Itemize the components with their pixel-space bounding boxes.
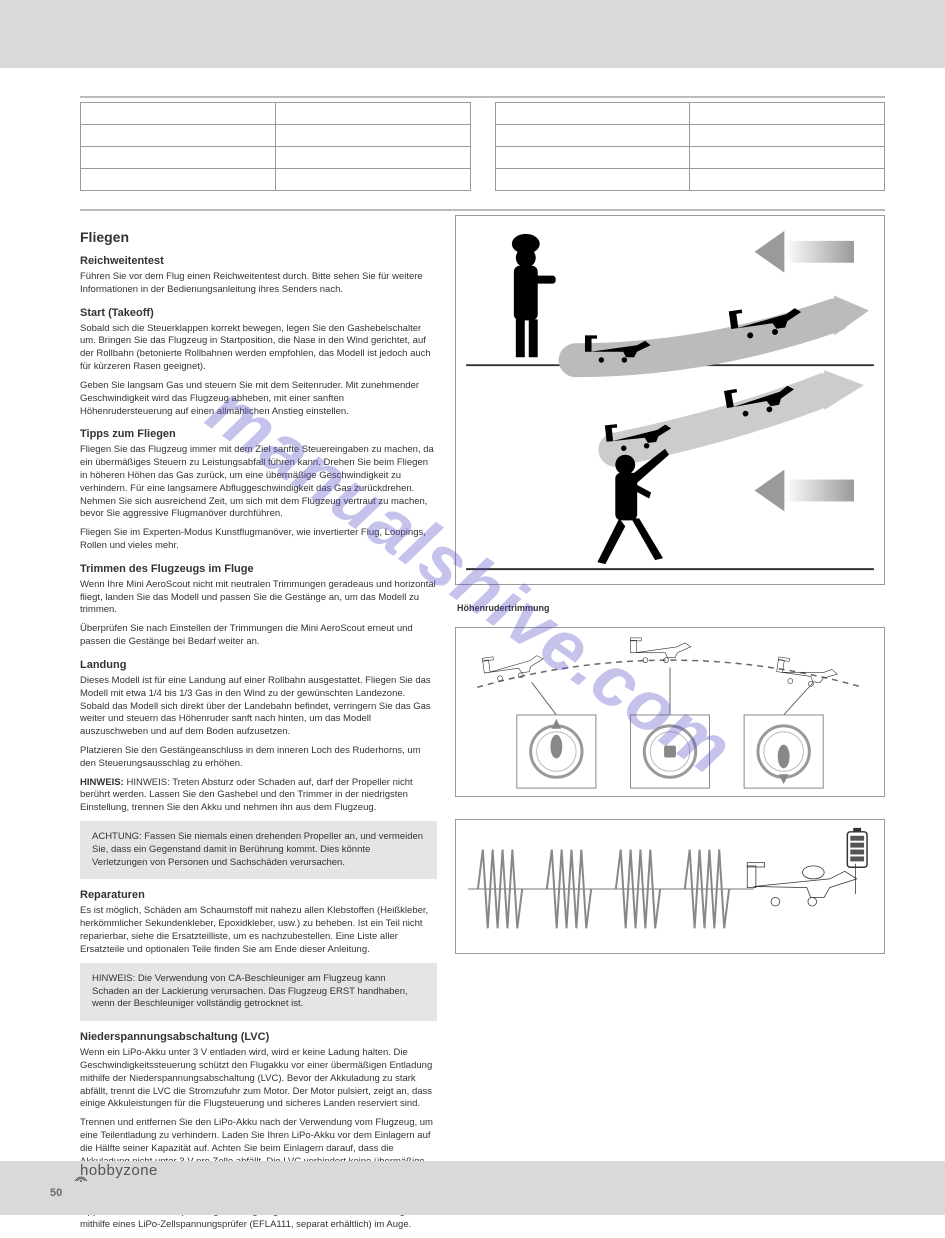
text-range: Führen Sie vor dem Flug einen Reichweite… xyxy=(80,271,437,297)
gimbal-3 xyxy=(744,715,823,788)
wifi-icon xyxy=(74,1171,88,1183)
spec-tables xyxy=(80,102,885,191)
figure-lvc xyxy=(455,819,885,954)
divider-top xyxy=(80,96,885,98)
text-takeoff-1: Sobald sich die Steuerklappen korrekt be… xyxy=(80,323,437,374)
text-column: Fliegen Reichweitentest Führen Sie vor d… xyxy=(80,215,437,1238)
pilot-standing xyxy=(512,234,556,357)
trim-plane-3 xyxy=(775,657,838,690)
figure-column: Höhenrudertrimmung xyxy=(455,215,885,1238)
text-landing-1: Dieses Modell ist für eine Landung auf e… xyxy=(80,675,437,739)
text-tips-2: Fliegen Sie im Experten-Modus Kunstflugm… xyxy=(80,527,437,553)
figure-trim xyxy=(455,627,885,797)
divider-section xyxy=(80,209,885,211)
trim-svg xyxy=(456,628,884,796)
left-table xyxy=(80,102,471,191)
text-landing-2: Platzieren Sie den Gestängeanschluss in … xyxy=(80,745,437,771)
text-trim-2: Überprüfen Sie nach Einstellen der Trimm… xyxy=(80,623,437,649)
page-number: 50 xyxy=(50,1187,62,1199)
figure-launch xyxy=(455,215,885,585)
pilot-walking xyxy=(597,449,669,564)
gimbal-1 xyxy=(517,715,596,788)
lvc-plane xyxy=(747,863,856,906)
head-lvc: Niederspannungsabschaltung (LVC) xyxy=(80,1031,437,1043)
logo-part-b: zone xyxy=(123,1162,158,1179)
landing-notice-body: HINWEIS: Treten Absturz oder Schaden auf… xyxy=(80,777,413,814)
caution-box-2: HINWEIS: Die Verwendung von CA-Beschleun… xyxy=(80,963,437,1021)
right-table xyxy=(495,102,886,191)
section-title-flying: Fliegen xyxy=(80,229,437,245)
text-takeoff-2: Geben Sie langsam Gas und steuern Sie mi… xyxy=(80,380,437,418)
brand-logo: hobbyzone xyxy=(80,1162,158,1201)
trim-plane-2 xyxy=(630,638,690,663)
caption-trim: Höhenrudertrimmung xyxy=(457,603,885,613)
text-tips-1: Fliegen Sie das Flugzeug immer mit dem Z… xyxy=(80,444,437,521)
head-trim: Trimmen des Flugzeugs im Fluge xyxy=(80,563,437,575)
header-banner xyxy=(0,0,945,68)
wind-arrow-lower xyxy=(755,470,854,512)
lvc-svg xyxy=(456,820,884,953)
text-repair: Es ist möglich, Schäden am Schaumstoff m… xyxy=(80,905,437,956)
text-lvc-1: Wenn ein LiPo-Akku unter 3 V entladen wi… xyxy=(80,1047,437,1111)
head-tips: Tipps zum Fliegen xyxy=(80,428,437,440)
text-landing-notice: HINWEIS: HINWEIS: Treten Absturz oder Sc… xyxy=(80,777,437,815)
head-repair: Reparaturen xyxy=(80,889,437,901)
head-takeoff: Start (Takeoff) xyxy=(80,307,437,319)
wind-arrow-top xyxy=(755,231,854,273)
head-landing: Landung xyxy=(80,659,437,671)
battery-icon xyxy=(847,828,867,867)
head-range: Reichweitentest xyxy=(80,255,437,267)
gimbal-2 xyxy=(630,715,709,788)
caution-box-1: ACHTUNG: Fassen Sie niemals einen drehen… xyxy=(80,821,437,879)
text-trim-1: Wenn Ihre Mini AeroScout nicht mit neutr… xyxy=(80,579,437,617)
launch-svg xyxy=(456,216,884,584)
